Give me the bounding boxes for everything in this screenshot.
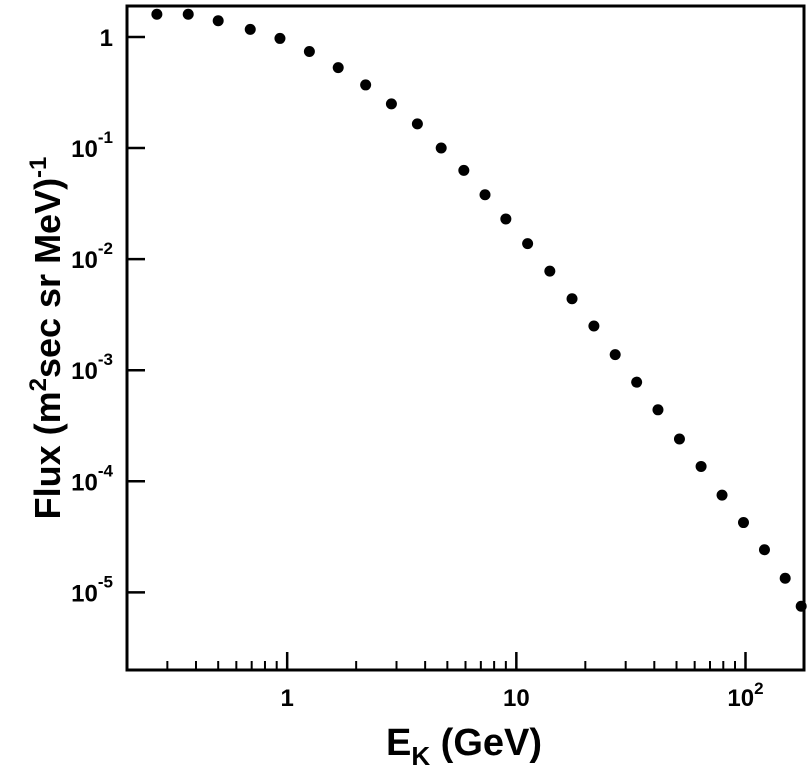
data-point <box>244 23 256 35</box>
x-axis-title: EK (GeV) <box>386 722 542 768</box>
data-point <box>588 320 600 332</box>
data-point <box>737 517 749 529</box>
data-points <box>151 8 807 612</box>
data-point <box>435 142 447 154</box>
data-point <box>151 8 163 20</box>
y-tick-label: 10-5 <box>71 572 113 607</box>
data-point <box>566 293 578 305</box>
data-point <box>500 213 512 225</box>
x-tick-label: 1 <box>280 685 293 712</box>
data-point <box>779 572 791 584</box>
x-tick-label: 102 <box>727 679 763 712</box>
y-tick-label: 1 <box>100 25 113 52</box>
y-tick-label: 10-1 <box>71 128 113 163</box>
data-point <box>609 349 621 361</box>
y-tick-label: 10-3 <box>71 350 113 385</box>
x-tick-label: 10 <box>503 685 530 712</box>
data-point <box>182 8 194 20</box>
data-point <box>411 118 423 130</box>
data-point <box>522 238 534 250</box>
y-tick-label: 10-2 <box>71 239 113 274</box>
data-point <box>303 45 315 57</box>
data-point <box>673 433 685 445</box>
data-point <box>544 265 556 277</box>
data-point <box>695 460 707 472</box>
data-point <box>274 32 286 44</box>
plot-frame <box>125 4 806 672</box>
data-point <box>332 62 344 74</box>
axis-ticks: 1 10 102 1 10-1 10-2 10-3 10-4 10-5 <box>71 25 763 712</box>
data-point <box>458 164 470 176</box>
data-point <box>631 376 643 388</box>
data-point <box>758 544 770 556</box>
data-point <box>716 489 728 501</box>
y-axis-title: Flux (m2sec sr MeV)-1 <box>25 157 68 520</box>
data-point <box>479 189 491 201</box>
data-point <box>652 404 664 416</box>
y-tick-label: 10-4 <box>71 461 113 496</box>
data-point <box>360 79 372 91</box>
data-point <box>385 98 397 110</box>
data-point <box>795 600 807 612</box>
data-point <box>212 15 224 27</box>
